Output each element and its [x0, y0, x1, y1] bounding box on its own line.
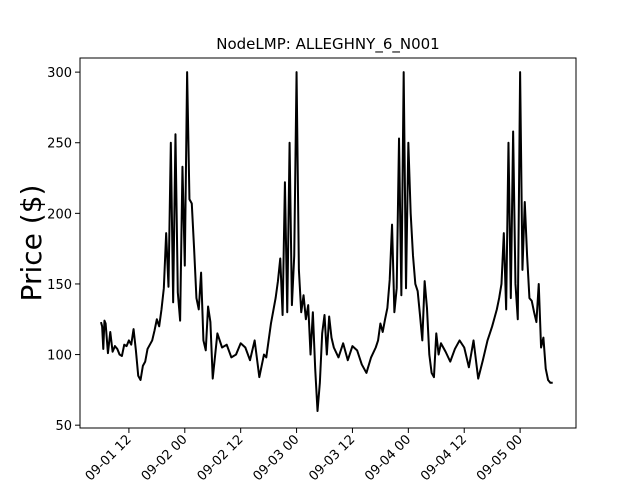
y-tick-label: 250: [47, 137, 72, 152]
chart-title: NodeLMP: ALLEGHNY_6_N001: [216, 35, 439, 54]
y-tick-label: 50: [55, 419, 72, 434]
y-axis-label: Price ($): [15, 185, 48, 302]
y-tick-label: 200: [47, 207, 72, 222]
y-tick-label: 150: [47, 278, 72, 293]
y-tick-label: 300: [47, 66, 72, 81]
plot-frame: [79, 57, 577, 429]
y-tick-label: 100: [47, 349, 72, 364]
price-series-line: [99, 71, 553, 413]
